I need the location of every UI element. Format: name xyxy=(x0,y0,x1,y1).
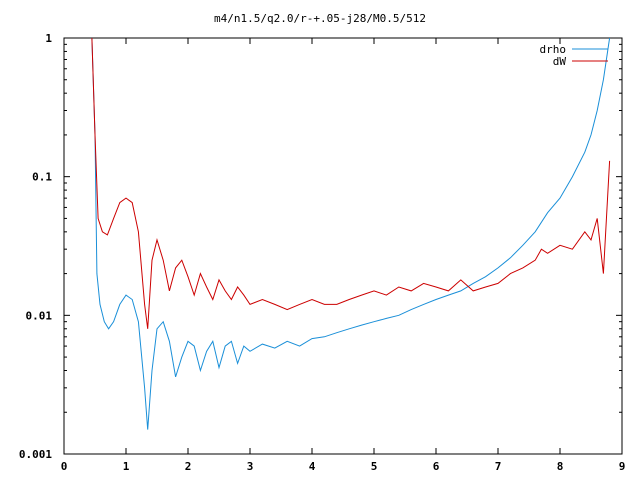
x-tick-label: 2 xyxy=(185,460,192,473)
x-tick-label: 9 xyxy=(619,460,626,473)
x-tick-label: 8 xyxy=(557,460,564,473)
x-tick-label: 7 xyxy=(495,460,502,473)
x-tick-label: 6 xyxy=(433,460,440,473)
y-tick-label: 0.1 xyxy=(32,171,52,184)
series-layer xyxy=(91,37,611,430)
axis-ticks: 0 1 2 3 4 5 6 7 8 9 0.001 0.01 0.1 1 xyxy=(19,32,625,473)
legend-label-dW: dW xyxy=(553,55,567,68)
x-tick-label: 5 xyxy=(371,460,378,473)
legend-label-drho: drho xyxy=(540,43,567,56)
y-tick-label: 1 xyxy=(45,32,52,45)
y-tick-label: 0.01 xyxy=(26,309,53,322)
x-tick-label: 0 xyxy=(61,460,68,473)
x-tick-label: 1 xyxy=(123,460,130,473)
x-tick-label: 3 xyxy=(247,460,254,473)
series-line-dW xyxy=(91,37,611,329)
x-tick-label: 4 xyxy=(309,460,316,473)
y-tick-label: 0.001 xyxy=(19,448,52,461)
plot-frame xyxy=(63,37,623,455)
series-line-drho xyxy=(91,37,611,430)
chart-title: m4/n1.5/q2.0/r-+.05-j28/M0.5/512 xyxy=(214,12,426,25)
